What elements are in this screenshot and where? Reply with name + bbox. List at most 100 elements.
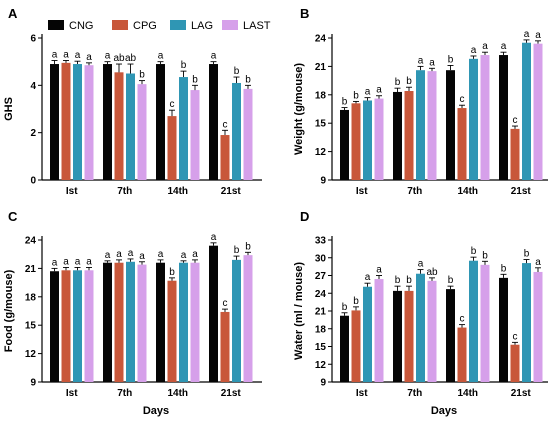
bar-cpg-7th bbox=[404, 290, 414, 382]
significance-label: c bbox=[460, 314, 465, 325]
y-tick-label: 9 bbox=[320, 378, 326, 389]
legend-label-lag: LAG bbox=[191, 20, 213, 32]
significance-label: a bbox=[86, 256, 92, 267]
x-tick-label: 14th bbox=[457, 186, 478, 197]
significance-label: a bbox=[376, 85, 382, 96]
significance-label: a bbox=[158, 51, 164, 62]
y-tick-label: 21 bbox=[315, 62, 327, 73]
significance-label: a bbox=[429, 57, 435, 68]
significance-label: b bbox=[342, 302, 348, 313]
bar-cpg-7th bbox=[114, 262, 124, 382]
bar-cpg-ist bbox=[351, 103, 361, 180]
x-tick-label: 21st bbox=[221, 388, 242, 399]
significance-label: a bbox=[52, 257, 58, 268]
bar-cng-14th bbox=[156, 64, 165, 180]
x-tick-label: 14th bbox=[457, 388, 478, 399]
significance-label: a bbox=[418, 259, 424, 270]
significance-label: a bbox=[501, 41, 507, 52]
significance-label: ab bbox=[426, 267, 438, 278]
bar-last-ist bbox=[84, 65, 94, 180]
bar-cpg-14th bbox=[167, 280, 177, 382]
panel-letter: D bbox=[300, 209, 309, 224]
bar-cng-21st bbox=[209, 64, 218, 180]
bar-cng-14th bbox=[446, 70, 455, 180]
bar-lag-7th bbox=[126, 73, 135, 180]
bar-last-7th bbox=[137, 264, 147, 382]
bar-cng-ist bbox=[340, 315, 349, 382]
y-tick-label: 12 bbox=[25, 349, 37, 360]
bar-cng-7th bbox=[103, 262, 112, 382]
significance-label: a bbox=[52, 49, 58, 60]
y-tick-label: 24 bbox=[25, 236, 37, 247]
bar-last-21st bbox=[243, 88, 253, 180]
bar-last-14th bbox=[190, 90, 200, 180]
bar-cpg-21st bbox=[220, 311, 230, 382]
x-tick-label: Ist bbox=[356, 388, 368, 399]
significance-label: a bbox=[471, 45, 477, 56]
bar-cpg-14th bbox=[167, 116, 177, 180]
panel-letter: B bbox=[300, 6, 309, 21]
panel-letter: C bbox=[8, 209, 18, 224]
significance-label: b bbox=[169, 267, 175, 278]
significance-label: c bbox=[513, 115, 518, 126]
significance-label: a bbox=[116, 249, 122, 260]
bar-cng-14th bbox=[446, 289, 455, 382]
bar-last-ist bbox=[84, 270, 94, 382]
legend-swatch-lag bbox=[170, 20, 186, 30]
x-tick-label: Ist bbox=[66, 388, 78, 399]
bar-lag-7th bbox=[126, 261, 135, 382]
bar-cpg-14th bbox=[457, 327, 467, 382]
legend-swatch-cng bbox=[48, 20, 64, 30]
significance-label: b bbox=[524, 249, 530, 260]
y-tick-label: 12 bbox=[315, 147, 327, 158]
y-axis-title: Water (ml / mouse) bbox=[293, 262, 305, 360]
bar-lag-21st bbox=[232, 82, 241, 180]
y-tick-label: 21 bbox=[315, 307, 327, 318]
bar-lag-ist bbox=[73, 270, 82, 382]
bar-last-21st bbox=[533, 271, 543, 382]
bar-lag-7th bbox=[416, 70, 425, 180]
significance-label: a bbox=[482, 41, 488, 52]
significance-label: a bbox=[63, 256, 69, 267]
significance-label: b bbox=[471, 246, 477, 257]
y-tick-label: 2 bbox=[30, 128, 36, 139]
x-tick-label: 21st bbox=[511, 388, 532, 399]
bar-cpg-ist bbox=[61, 270, 71, 382]
bar-cpg-21st bbox=[220, 135, 230, 180]
significance-label: b bbox=[501, 263, 507, 274]
bar-lag-21st bbox=[522, 263, 531, 382]
significance-label: b bbox=[245, 241, 251, 252]
bar-cpg-ist bbox=[61, 62, 71, 180]
significance-label: b bbox=[395, 275, 401, 286]
bar-lag-7th bbox=[416, 273, 425, 382]
bar-cpg-21st bbox=[510, 128, 520, 180]
significance-label: a bbox=[376, 265, 382, 276]
bar-last-14th bbox=[480, 55, 490, 180]
y-tick-label: 9 bbox=[320, 176, 326, 187]
bar-cng-14th bbox=[156, 262, 165, 382]
significance-label: a bbox=[181, 250, 187, 261]
significance-label: b bbox=[482, 250, 488, 261]
y-tick-label: 21 bbox=[25, 264, 37, 275]
x-axis-title: Days bbox=[143, 405, 169, 417]
y-tick-label: 18 bbox=[315, 324, 327, 335]
bar-last-ist bbox=[374, 98, 384, 180]
bar-lag-14th bbox=[179, 77, 188, 180]
bar-last-21st bbox=[243, 255, 253, 382]
x-axis-title: Days bbox=[431, 405, 457, 417]
bar-cpg-ist bbox=[351, 310, 361, 382]
bar-cng-7th bbox=[393, 91, 402, 180]
significance-label: b bbox=[353, 90, 359, 101]
x-tick-label: 7th bbox=[407, 388, 422, 399]
legend-swatch-last bbox=[222, 20, 238, 30]
x-tick-label: 7th bbox=[117, 388, 132, 399]
x-tick-label: 7th bbox=[407, 186, 422, 197]
significance-label: a bbox=[158, 249, 164, 260]
y-tick-label: 0 bbox=[30, 176, 36, 187]
significance-label: b bbox=[448, 54, 454, 65]
y-tick-label: 9 bbox=[30, 378, 36, 389]
bar-cng-7th bbox=[393, 290, 402, 382]
significance-label: c bbox=[223, 119, 228, 130]
